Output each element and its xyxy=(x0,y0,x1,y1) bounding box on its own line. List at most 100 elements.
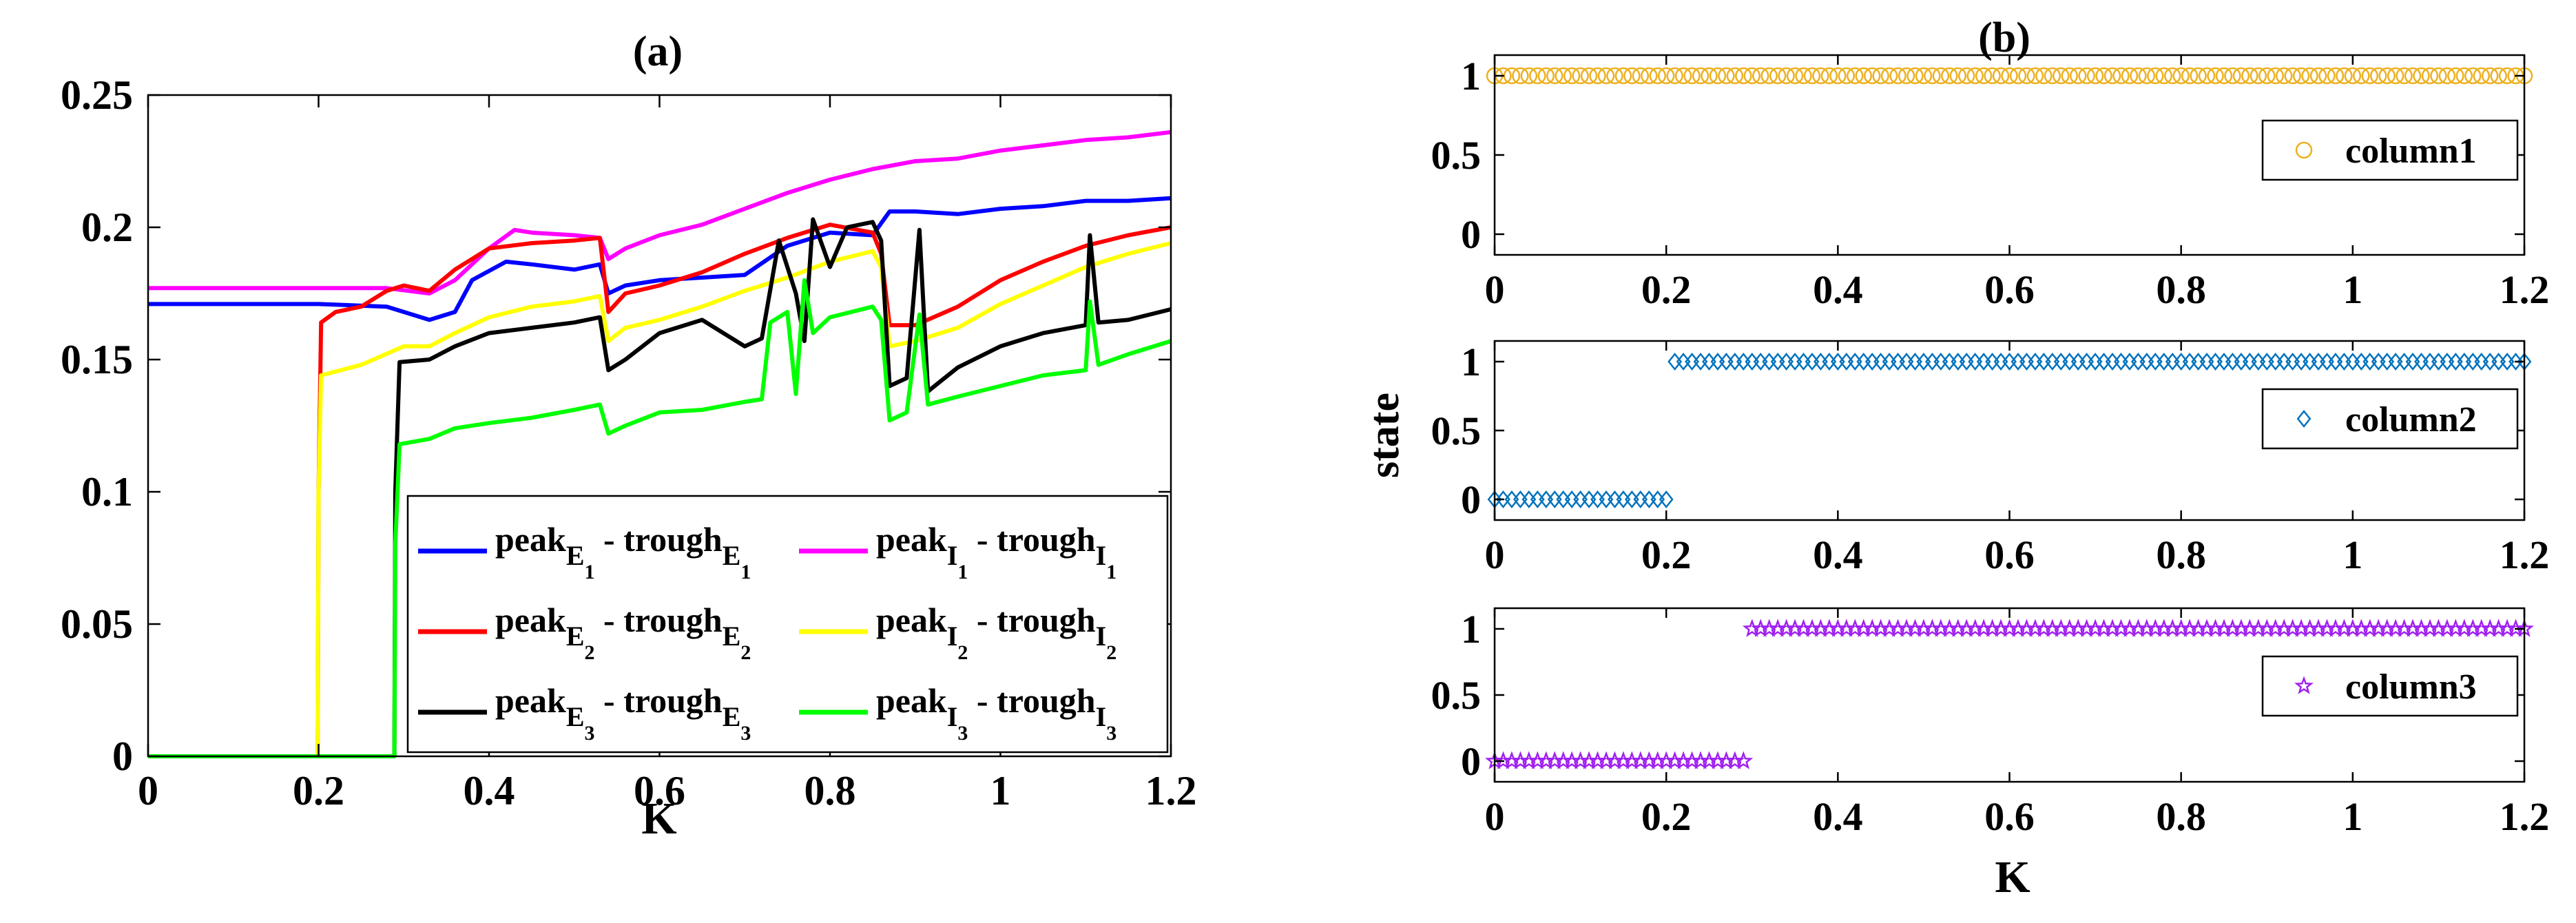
state-point xyxy=(1650,490,1665,509)
state-point xyxy=(1778,67,1795,85)
subplot-points xyxy=(1487,352,2532,509)
state-point xyxy=(1745,352,1760,371)
state-point xyxy=(2440,352,2455,371)
x-tick-label: 1.2 xyxy=(2500,794,2550,839)
state-point xyxy=(2328,352,2343,371)
legend-entry: peakI3 - troughI3 xyxy=(876,681,1116,745)
panel-a-title: (a) xyxy=(633,28,683,75)
state-point xyxy=(2380,352,2395,371)
state-point xyxy=(1872,67,1889,85)
state-point xyxy=(1614,67,1632,85)
state-point xyxy=(2079,352,2095,371)
subplot-2: 0 0.2 0.4 0.6 0.8 1 1.2 0 0.5 1 column2 xyxy=(1431,340,2550,577)
state-point xyxy=(1769,67,1787,85)
subplot-legend-label: column2 xyxy=(2345,400,2477,439)
state-point xyxy=(1726,67,1744,85)
state-point xyxy=(2422,352,2438,371)
state-point xyxy=(1959,352,1974,371)
state-point xyxy=(2026,67,2044,85)
state-point xyxy=(1727,352,1743,371)
y-tick-label: 0.5 xyxy=(1431,408,1482,453)
state-point xyxy=(1880,67,1898,85)
state-point xyxy=(1616,490,1631,509)
state-point xyxy=(1908,352,1922,371)
state-point xyxy=(2378,67,2396,85)
state-point xyxy=(1752,67,1769,85)
state-point xyxy=(1710,352,1725,371)
state-point xyxy=(2414,352,2429,371)
state-point xyxy=(2061,67,2078,85)
state-point xyxy=(1951,352,1966,371)
state-point xyxy=(1736,352,1751,371)
state-point xyxy=(1539,490,1554,509)
state-point xyxy=(1520,67,1538,85)
state-point xyxy=(2105,352,2120,371)
state-point xyxy=(1882,352,1897,371)
x-tick-label: 0.2 xyxy=(1641,532,1692,577)
state-point xyxy=(2053,352,2068,371)
state-point xyxy=(1735,67,1752,85)
series-line-1 xyxy=(148,196,1172,322)
state-point xyxy=(1641,67,1658,85)
state-point xyxy=(2104,67,2121,85)
state-point xyxy=(2147,67,2164,85)
state-point xyxy=(2009,67,2027,85)
state-point xyxy=(1564,490,1579,509)
state-point xyxy=(2045,352,2060,371)
state-point xyxy=(1555,67,1572,85)
state-point xyxy=(2019,352,2034,371)
state-point xyxy=(2457,352,2472,371)
legend-entry: peakI1 - troughI1 xyxy=(876,520,1116,583)
state-point xyxy=(2396,67,2413,85)
state-point xyxy=(1701,67,1718,85)
state-point xyxy=(1812,67,1829,85)
state-point xyxy=(1753,352,1768,371)
state-point xyxy=(2182,352,2197,371)
state-point xyxy=(2311,352,2326,371)
state-point xyxy=(2232,67,2250,85)
x-tick-label: 1 xyxy=(2343,532,2362,577)
state-point xyxy=(1795,67,1812,85)
legend-box xyxy=(406,495,1169,754)
state-point xyxy=(1984,67,2001,85)
x-tick-label: 1.2 xyxy=(2500,267,2550,312)
state-point xyxy=(1633,490,1648,509)
state-point xyxy=(2421,67,2439,85)
state-point xyxy=(2473,67,2490,85)
state-point xyxy=(2157,352,2172,371)
state-point xyxy=(2130,67,2147,85)
state-point xyxy=(1822,352,1837,371)
state-point xyxy=(1659,490,1674,509)
state-point xyxy=(1624,490,1639,509)
state-point xyxy=(1830,352,1845,371)
state-point xyxy=(1521,490,1537,509)
y-tick-label: 0.5 xyxy=(1431,673,1482,718)
state-point xyxy=(1786,67,1804,85)
panel-a-legend: peakE1 - troughE1 peakE2 - troughE2 peakE3… xyxy=(406,495,1169,754)
state-point xyxy=(2309,67,2327,85)
state-point xyxy=(1847,67,1864,85)
state-point xyxy=(2498,67,2516,85)
state-point xyxy=(1581,490,1597,509)
x-tick-label: 0.2 xyxy=(1641,794,1692,839)
state-point xyxy=(2001,67,2018,85)
state-point xyxy=(2155,67,2172,85)
state-point xyxy=(2292,67,2310,85)
state-point xyxy=(2327,67,2345,85)
state-point xyxy=(1847,352,1862,371)
state-point xyxy=(1692,67,1710,85)
state-point xyxy=(1856,352,1871,371)
state-point xyxy=(2447,67,2464,85)
y-tick-label: 0.15 xyxy=(61,337,133,382)
state-point xyxy=(2044,67,2061,85)
state-point xyxy=(2320,352,2334,371)
x-tick-label: 1 xyxy=(2343,794,2362,839)
state-point xyxy=(1563,67,1581,85)
state-point xyxy=(2242,352,2257,371)
state-point xyxy=(2216,352,2232,371)
state-point xyxy=(2163,67,2181,85)
x-tick-label: 0 xyxy=(1485,532,1505,577)
state-point xyxy=(1992,67,2010,85)
subplot-points xyxy=(1485,619,2534,769)
